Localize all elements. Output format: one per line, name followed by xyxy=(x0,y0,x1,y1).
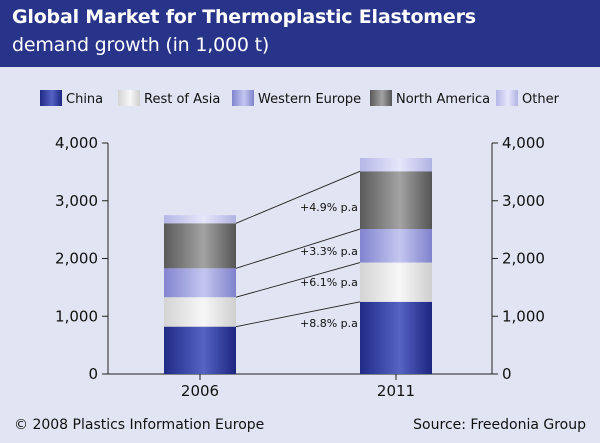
y-tick-label-left: 3,000 xyxy=(55,192,98,210)
legend-label-other: Other xyxy=(522,92,560,107)
bar-2011-rest-of-asia xyxy=(360,262,432,302)
legend-swatch-rest-of-asia xyxy=(118,90,140,106)
y-tick-label-left: 0 xyxy=(88,365,98,383)
y-tick-label-left: 2,000 xyxy=(55,250,98,268)
legend-label-western-europe: Western Europe xyxy=(258,92,361,107)
bar-2006-north-america xyxy=(164,223,236,269)
growth-label: +8.8% p.a xyxy=(300,317,358,330)
stacked-bar-chart: China Rest of Asia Western Europe North Ame… xyxy=(40,90,560,400)
y-tick-label-right: 0 xyxy=(502,365,512,383)
bar-2006-other xyxy=(164,215,236,224)
legend-swatch-china xyxy=(40,90,62,106)
chart-title: Global Market for Thermoplastic Elastome… xyxy=(12,6,476,28)
growth-labels: +8.8% p.a +6.1% p.a +3.3% p.a +4.9% p.a xyxy=(300,201,358,330)
legend: China Rest of Asia Western Europe North Ame… xyxy=(40,90,560,107)
legend-label-rest-of-asia: Rest of Asia xyxy=(144,92,220,107)
legend-swatch-western-europe xyxy=(232,90,254,106)
y-tick-label-right: 1,000 xyxy=(502,307,545,325)
y-tick-label-left: 4,000 xyxy=(55,134,98,152)
growth-label: +6.1% p.a xyxy=(300,276,358,289)
bars xyxy=(164,158,432,374)
copyright-note: © 2008 Plastics Information Europe xyxy=(14,417,265,433)
bar-2011-north-america xyxy=(360,171,432,230)
y-tick-label-right: 4,000 xyxy=(502,134,545,152)
y-tick-label-left: 1,000 xyxy=(55,307,98,325)
x-tick-label-2006: 2006 xyxy=(181,382,219,400)
growth-connector-line xyxy=(235,262,361,298)
bar-2011-western-europe xyxy=(360,229,432,263)
bar-2006-china xyxy=(164,326,236,374)
axes: 0 0 1,000 1,000 2,000 2,000 3,000 3,000 4,000 4,0… xyxy=(55,134,545,400)
legend-label-china: China xyxy=(66,92,103,107)
bar-2011-china xyxy=(360,301,432,374)
growth-connectors xyxy=(235,170,361,328)
growth-connector-line xyxy=(235,228,361,269)
y-tick-label-right: 3,000 xyxy=(502,192,545,210)
legend-swatch-north-america xyxy=(370,90,392,106)
source-note: Source: Freedonia Group xyxy=(413,417,586,433)
growth-connector-line xyxy=(235,301,361,328)
chart-subtitle: demand growth (in 1,000 t) xyxy=(12,34,270,56)
y-tick-label-right: 2,000 xyxy=(502,250,545,268)
bar-2006-rest-of-asia xyxy=(164,297,236,327)
growth-label: +4.9% p.a xyxy=(300,201,358,214)
bar-2006-western-europe xyxy=(164,268,236,298)
x-tick-label-2011: 2011 xyxy=(377,382,415,400)
growth-label: +3.3% p.a xyxy=(300,245,358,258)
growth-connector-line xyxy=(235,170,361,224)
chart-header: Global Market for Thermoplastic Elastome… xyxy=(0,0,600,67)
legend-swatch-other xyxy=(496,90,518,106)
legend-label-north-america: North America xyxy=(396,92,490,107)
bar-2011-other xyxy=(360,158,432,172)
